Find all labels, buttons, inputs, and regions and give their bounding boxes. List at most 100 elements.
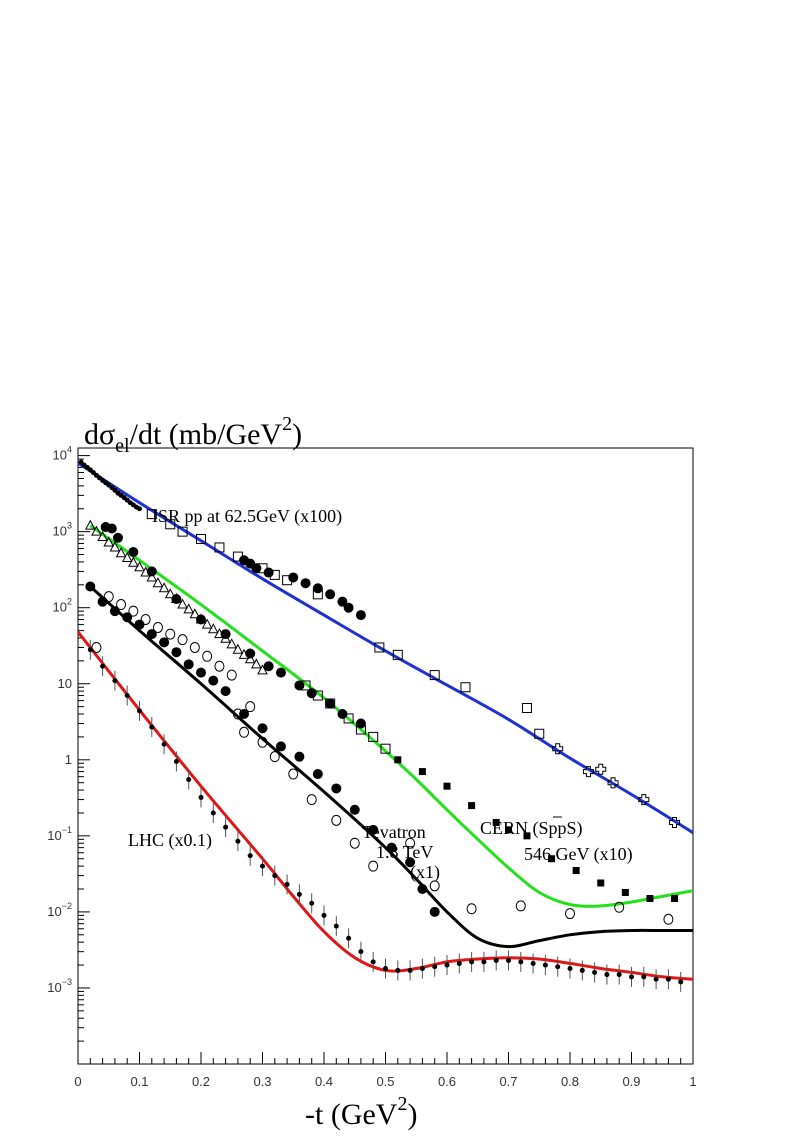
lhc-data-point	[223, 824, 229, 830]
cern-filled-squares-point	[492, 818, 500, 826]
isr-filled-circles-point	[288, 572, 299, 583]
cern-triangles-point	[152, 577, 164, 588]
lhc-data-point	[247, 853, 253, 859]
tevatron-open-circles-point	[405, 837, 416, 849]
tevatron-open-circles-point	[306, 794, 317, 806]
tevatron-open-circles-point	[214, 660, 225, 672]
isr-open-crosses-point	[552, 743, 564, 755]
lhc-label: LHC (x0.1)	[128, 830, 212, 851]
tevatron-open-circles-point	[226, 669, 237, 681]
x-tick-label: 0.1	[130, 1074, 148, 1089]
lhc-data-point	[370, 959, 376, 965]
cern-filled-circles-point	[106, 523, 117, 534]
tevatron-open-circles-point	[245, 701, 256, 713]
x-tick-label: 0.5	[376, 1074, 394, 1089]
cern-filled-circles-point	[355, 718, 366, 729]
lhc-data-point	[641, 974, 647, 980]
tevatron-filled-circles-point	[146, 629, 157, 640]
cern-triangles-point	[115, 547, 127, 558]
lhc-data-point	[678, 979, 684, 985]
cern-triangles-point	[103, 536, 115, 547]
cern-triangles-point	[226, 638, 238, 649]
tevatron-open-circles-point	[189, 641, 200, 653]
cern-filled-circles-point	[171, 594, 182, 605]
tevatron-filled-circles-point	[349, 804, 360, 815]
cern-filled-circles-point	[275, 667, 286, 678]
cern-triangles-point	[207, 623, 219, 634]
tevatron-open-circles-point	[140, 613, 151, 625]
x-axis-title: -t (GeV2)	[305, 1093, 417, 1131]
lhc-data-point	[186, 777, 192, 783]
tevatron-open-circles-point	[128, 605, 139, 617]
lhc-data-point	[456, 960, 462, 966]
isr-filled-circles-point	[312, 583, 323, 594]
cern-triangles-point	[97, 530, 108, 542]
isr-open-squares-point	[374, 642, 385, 653]
lhc-data-point	[444, 962, 450, 968]
tevatron-open-circles-point	[565, 908, 575, 920]
tevatron-open-circles-point	[663, 913, 674, 925]
lhc-data-point	[383, 966, 388, 972]
x-tick-label: 0.9	[622, 1074, 640, 1089]
cern-filled-squares-point	[523, 832, 531, 840]
tevatron-open-circles-point	[257, 736, 268, 748]
cern-filled-squares-point	[572, 867, 580, 875]
isr-open-squares-point	[214, 542, 225, 553]
isr-open-crosses-point	[607, 777, 619, 789]
cern-triangles-point	[177, 598, 188, 609]
tevatron-open-circles-point	[288, 768, 299, 780]
cern-triangles-point	[134, 561, 145, 572]
isr-open-crosses-point	[669, 816, 681, 828]
isr-open-crosses-point	[638, 794, 650, 806]
cern-open-squares-point	[380, 743, 391, 754]
cern-triangles-point	[164, 588, 176, 599]
tevatron-energy-label: 1.8 TeV	[376, 842, 433, 862]
x-tick-label: 0.2	[192, 1074, 210, 1089]
cern-filled-squares-point	[394, 756, 402, 764]
tevatron-filled-circles-point	[109, 606, 120, 617]
lhc-data-point	[124, 693, 130, 699]
tevatron-filled-circles-point	[196, 667, 206, 678]
cern-open-squares-point	[300, 680, 311, 691]
cern-label: CERN (SppS)	[480, 818, 583, 839]
tevatron-filled-circles-point	[220, 686, 231, 697]
tevatron-open-circles-point	[466, 903, 477, 915]
lhc-data-point	[592, 969, 598, 975]
lhc-data-point	[149, 724, 155, 730]
lhc-data-point	[506, 957, 511, 963]
isr-filled-circles-point	[343, 602, 354, 613]
lhc-data-point	[567, 966, 573, 972]
cern-triangles-point	[84, 519, 96, 530]
cern-triangles-point	[91, 525, 102, 536]
cern-energy-label: 546 GeV (x10)	[524, 844, 633, 865]
lhc-data-point	[100, 663, 106, 669]
x-tick-label: 0.8	[561, 1074, 579, 1089]
tevatron-filled-circles-point	[275, 741, 286, 752]
isr-open-squares-point	[165, 519, 176, 530]
cern-open-squares-point	[355, 724, 366, 735]
tevatron-filled-circles-point	[183, 659, 194, 670]
isr-open-squares-point	[534, 728, 545, 739]
lhc-data-point	[210, 810, 216, 816]
cern-triangles-point	[189, 608, 201, 619]
isr-open-squares-point	[521, 702, 532, 713]
tevatron-filled-circles-point	[239, 709, 250, 720]
tevatron-filled-circles-point	[429, 906, 440, 917]
cern-filled-circles-point	[128, 547, 139, 558]
lhc-data-point	[358, 949, 364, 955]
tevatron-open-circles-point	[269, 751, 280, 763]
tevatron-filled-circles-point	[386, 842, 397, 853]
lhc-data-point	[530, 960, 536, 966]
cern-filled-circles-point	[220, 629, 231, 640]
lhc-data-point	[469, 959, 475, 965]
lhc-data-point	[137, 708, 142, 714]
x-tick-label: 0.6	[438, 1074, 456, 1089]
cern-triangles-point	[201, 618, 213, 629]
cern-triangles-point	[158, 582, 170, 593]
isr-filled-circles-point	[251, 563, 262, 574]
lhc-data-point	[198, 794, 204, 800]
isr-filled-circles-point	[300, 578, 311, 589]
x-tick-label: 0	[74, 1074, 81, 1089]
tevatron-open-circles-point	[429, 880, 440, 892]
lhc-data-point	[518, 959, 524, 965]
